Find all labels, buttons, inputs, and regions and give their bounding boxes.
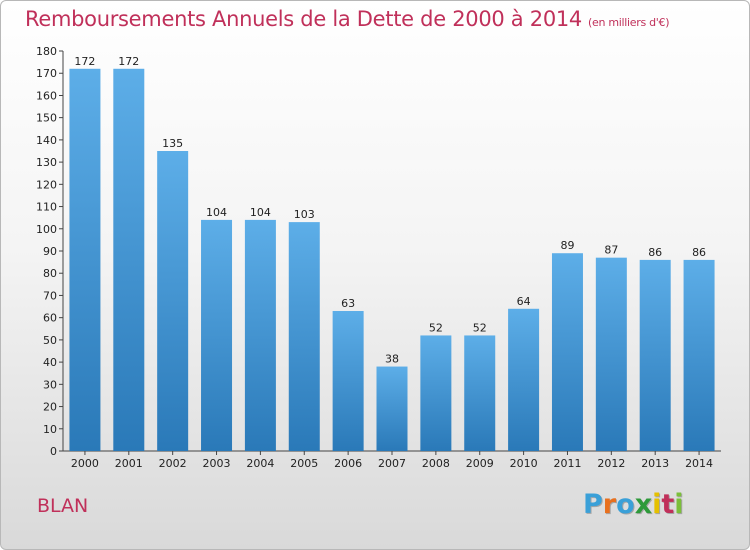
bar-2000 xyxy=(69,68,101,452)
x-tick-label-2007: 2007 xyxy=(378,457,406,470)
y-tick-label: 180 xyxy=(36,45,57,58)
bar-2003 xyxy=(201,219,233,451)
data-label-2007: 38 xyxy=(385,353,399,366)
data-label-2010: 64 xyxy=(517,295,531,308)
y-tick-label: 170 xyxy=(36,67,57,80)
y-tick-label: 90 xyxy=(43,245,57,258)
bar-2004 xyxy=(244,219,276,451)
logo-letter: i xyxy=(674,489,684,520)
bar-2009 xyxy=(464,335,496,451)
bar-2008 xyxy=(420,335,452,451)
y-tick-label: 80 xyxy=(43,267,57,280)
bar-2005 xyxy=(288,222,320,451)
data-label-2004: 104 xyxy=(250,206,271,219)
y-tick-label: 140 xyxy=(36,134,57,147)
y-tick-label: 70 xyxy=(43,289,57,302)
bar-2013 xyxy=(639,259,671,451)
x-tick-label-2000: 2000 xyxy=(71,457,99,470)
data-label-2005: 103 xyxy=(294,208,315,221)
x-tick-label-2013: 2013 xyxy=(641,457,669,470)
y-tick-label: 150 xyxy=(36,112,57,125)
x-tick-label-2006: 2006 xyxy=(334,457,362,470)
x-tick-label-2014: 2014 xyxy=(685,457,713,470)
data-label-2011: 89 xyxy=(560,239,574,252)
data-label-2013: 86 xyxy=(648,246,662,259)
commune-name: BLAN xyxy=(37,495,89,517)
y-tick-label: 110 xyxy=(36,201,57,214)
data-label-2012: 87 xyxy=(604,244,618,257)
data-label-2008: 52 xyxy=(429,321,443,334)
x-tick-label-2010: 2010 xyxy=(510,457,538,470)
chart-bars xyxy=(69,68,715,452)
data-label-2014: 86 xyxy=(692,246,706,259)
y-tick-label: 60 xyxy=(43,312,57,325)
y-tick-label: 30 xyxy=(43,378,57,391)
x-tick-label-2011: 2011 xyxy=(553,457,581,470)
x-tick-label-2003: 2003 xyxy=(203,457,231,470)
bar-2001 xyxy=(113,68,145,452)
y-tick-label: 40 xyxy=(43,356,57,369)
y-tick-label: 50 xyxy=(43,334,57,347)
bar-2007 xyxy=(376,366,408,451)
proxiti-logo: Proxiti xyxy=(583,489,684,520)
x-tick-label-2002: 2002 xyxy=(159,457,187,470)
y-tick-label: 130 xyxy=(36,156,57,169)
bar-2006 xyxy=(332,311,364,451)
data-label-2000: 172 xyxy=(74,55,95,68)
data-label-2006: 63 xyxy=(341,297,355,310)
logo-letter: r xyxy=(602,489,617,520)
logo-letter: i xyxy=(652,489,662,520)
chart-title: Remboursements Annuels de la Dette de 20… xyxy=(25,7,670,31)
x-tick-label-2008: 2008 xyxy=(422,457,450,470)
chart-axes: 0 10 20 30 40 50 60 70 80 90 100 110 120 130 140 150 160… xyxy=(36,45,721,470)
chart-subtitle: (en milliers d'€) xyxy=(588,16,670,29)
x-tick-label-2009: 2009 xyxy=(466,457,494,470)
x-tick-label-2012: 2012 xyxy=(597,457,625,470)
logo-letter: x xyxy=(634,489,653,520)
logo-letter: P xyxy=(583,489,603,520)
data-label-2002: 135 xyxy=(162,137,183,150)
data-label-2009: 52 xyxy=(473,321,487,334)
bar-2014 xyxy=(683,259,715,451)
data-label-2003: 104 xyxy=(206,206,227,219)
x-tick-label-2005: 2005 xyxy=(290,457,318,470)
bar-2002 xyxy=(157,151,189,451)
logo-letter: t xyxy=(661,489,675,520)
y-tick-label: 0 xyxy=(50,445,57,458)
bar-2011 xyxy=(551,253,583,451)
y-tick-label: 100 xyxy=(36,223,57,236)
y-tick-label: 120 xyxy=(36,178,57,191)
bar-2010 xyxy=(508,308,540,451)
y-tick-label: 10 xyxy=(43,423,57,436)
y-tick-label: 160 xyxy=(36,89,57,102)
logo-letter: o xyxy=(616,489,635,520)
chart-data-labels: 172 172 135 104 104 103 63 38 52 52 64 89 87 86 86 xyxy=(74,55,706,366)
x-tick-label-2001: 2001 xyxy=(115,457,143,470)
y-tick-label: 20 xyxy=(43,401,57,414)
data-label-2001: 172 xyxy=(118,55,139,68)
x-tick-label-2004: 2004 xyxy=(246,457,274,470)
bar-2012 xyxy=(595,257,627,451)
